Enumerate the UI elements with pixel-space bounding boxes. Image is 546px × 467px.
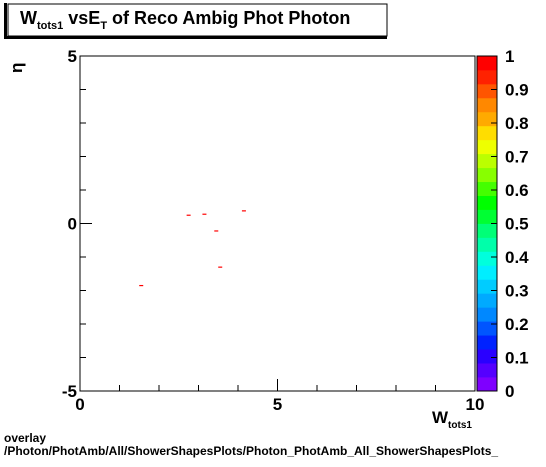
colorbar-segment <box>477 377 497 392</box>
colorbar-segment <box>477 153 497 169</box>
colorbar-segment <box>477 111 497 127</box>
y-tick-label: -5 <box>62 382 77 401</box>
colorbar-segment <box>477 83 497 99</box>
colorbar-tick-label: 0.8 <box>505 114 529 133</box>
colorbar-segment <box>477 56 497 71</box>
x-tick-label: 5 <box>273 395 282 414</box>
colorbar-segment <box>477 195 497 210</box>
colorbar-segment <box>477 139 497 155</box>
colorbar-tick-label: 0.9 <box>505 81 529 100</box>
x-axis-label: Wtots1 <box>432 408 472 431</box>
axis-ticks: 0 5 10-505 <box>62 47 485 414</box>
y-tick-label: 5 <box>68 47 77 66</box>
footer-overlay-label: overlay <box>4 431 47 445</box>
data-point <box>214 230 219 232</box>
data-point <box>218 266 223 268</box>
y-tick-label: 0 <box>68 215 77 234</box>
data-point <box>139 284 144 287</box>
colorbar-segment <box>477 335 497 350</box>
chart-title: Wtots1 vsET of Reco Ambig Phot Photon <box>20 8 350 32</box>
title-box: Wtots1 vsET of Reco Ambig Phot Photon <box>4 3 388 39</box>
colorbar-segment <box>477 363 497 378</box>
colorbar-tick-label: 0.2 <box>505 315 529 334</box>
colorbar-tick-label: 0.6 <box>505 181 529 200</box>
data-point <box>241 210 246 212</box>
plot-frame <box>79 55 476 392</box>
x-tick-label: 0 <box>75 395 84 414</box>
colorbar-segment <box>477 223 497 238</box>
footer-path-label: /Photon/PhotAmb/All/ShowerShapesPlots/Ph… <box>4 444 499 458</box>
colorbar-segment <box>477 125 497 141</box>
colorbar-segment <box>477 279 497 294</box>
data-point <box>202 213 207 215</box>
colorbar-tick-label: 1 <box>505 47 514 66</box>
x-tick-label: 10 <box>466 395 485 414</box>
colorbar-tick-label: 0.1 <box>505 349 529 368</box>
colorbar-segment <box>477 251 497 266</box>
data-point <box>186 214 191 216</box>
data-points <box>139 210 246 287</box>
colorbar-segment <box>477 307 497 322</box>
colorbar-segment <box>477 321 497 336</box>
colorbar-tick-label: 0.7 <box>505 148 529 167</box>
colorbar-tick-label: 0 <box>505 382 514 401</box>
colorbar-segment <box>477 167 497 183</box>
colorbar-segment <box>477 97 497 113</box>
colorbar-segment <box>477 349 497 364</box>
colorbar-tick-label: 0.4 <box>505 248 529 267</box>
colorbar-segment <box>477 265 497 280</box>
colorbar-segment <box>477 237 497 252</box>
colorbar-segment <box>477 69 497 85</box>
y-axis-label: η <box>7 63 26 73</box>
colorbar-segment <box>477 181 497 196</box>
colorbar-segment <box>477 209 497 224</box>
colorbar-tick-label: 0.3 <box>505 282 529 301</box>
colorbar: 0 0.1 0.2 0.3 0.4 0.5 0.6 0.7 0.8 0.9 1 <box>476 47 529 401</box>
colorbar-segment <box>477 293 497 308</box>
colorbar-tick-label: 0.5 <box>505 215 529 234</box>
